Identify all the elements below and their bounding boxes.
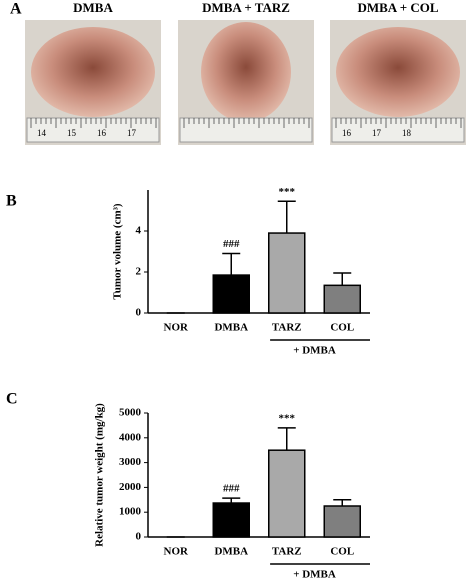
y-tick-label: 0 xyxy=(136,307,142,319)
y-tick-label: 3000 xyxy=(119,456,142,468)
photo-title: DMBA + TARZ xyxy=(202,0,290,15)
panel-label: A xyxy=(10,1,22,18)
bar xyxy=(212,502,250,538)
bar xyxy=(323,505,361,538)
ruler-number: 17 xyxy=(127,128,137,138)
x-tick-label: TARZ xyxy=(272,546,302,558)
x-tick-label: NOR xyxy=(164,546,190,558)
y-tick-label: 0 xyxy=(136,531,142,543)
bar xyxy=(212,274,250,314)
group-label: + DMBA xyxy=(293,345,336,357)
significance: *** xyxy=(279,186,296,198)
panel-label: B xyxy=(6,193,17,210)
bar xyxy=(323,284,361,314)
bar xyxy=(268,449,306,538)
ruler-number: 16 xyxy=(97,128,107,138)
y-tick-label: 2 xyxy=(136,266,142,278)
y-tick-label: 4 xyxy=(136,225,142,237)
photo-title: DMBA xyxy=(73,0,113,15)
group-label: + DMBA xyxy=(293,569,336,579)
y-tick-label: 4000 xyxy=(119,431,142,443)
bar xyxy=(268,232,306,314)
significance: *** xyxy=(279,412,296,424)
ruler-number: 14 xyxy=(37,128,47,138)
x-tick-label: DMBA xyxy=(214,322,248,334)
x-tick-label: NOR xyxy=(164,322,190,334)
y-axis-label: Relative tumor weight (mg/kg) xyxy=(94,403,106,547)
tissue xyxy=(31,27,155,117)
x-tick-label: TARZ xyxy=(272,322,302,334)
y-axis-label: Tumor volume (cm³) xyxy=(112,203,124,300)
panel-label: C xyxy=(6,391,18,408)
x-tick-label: DMBA xyxy=(214,546,248,558)
ruler xyxy=(26,117,160,143)
x-tick-label: COL xyxy=(330,546,354,558)
significance: ### xyxy=(223,483,240,495)
ruler xyxy=(331,117,465,143)
tissue xyxy=(336,27,460,117)
photo-title: DMBA + COL xyxy=(357,0,438,15)
tissue xyxy=(201,22,291,122)
x-tick-label: COL xyxy=(330,322,354,334)
y-tick-label: 5000 xyxy=(119,407,142,419)
significance: ### xyxy=(223,238,240,250)
ruler-number: 17 xyxy=(372,128,382,138)
y-tick-label: 2000 xyxy=(119,481,142,493)
ruler xyxy=(179,117,313,143)
ruler-number: 15 xyxy=(67,128,77,138)
y-tick-label: 1000 xyxy=(119,506,142,518)
ruler-number: 18 xyxy=(402,128,412,138)
ruler-number: 16 xyxy=(342,128,352,138)
